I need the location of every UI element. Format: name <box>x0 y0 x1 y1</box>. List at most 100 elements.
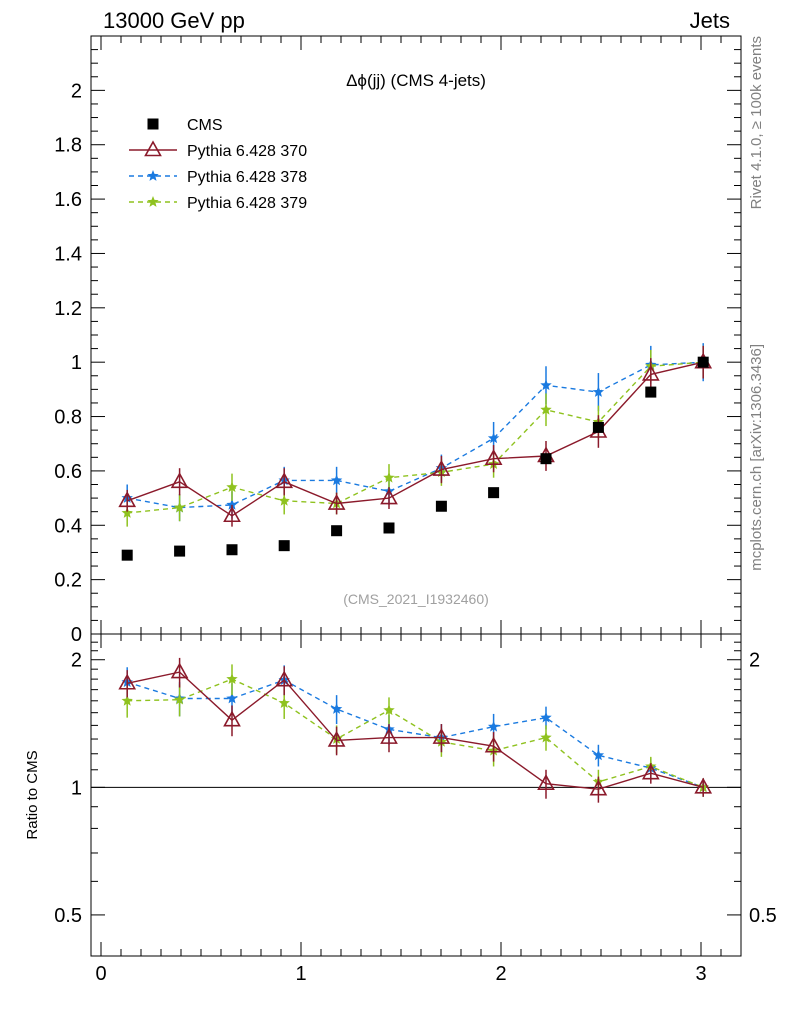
y-tick-label: 1.6 <box>54 189 82 211</box>
legend-marker <box>147 196 159 207</box>
ratio-point <box>330 703 343 714</box>
main-series <box>118 343 713 561</box>
y-tick-label: 1.8 <box>54 135 82 157</box>
y-tick-label: 1.2 <box>54 298 82 320</box>
ratio-point <box>121 694 133 706</box>
y-tick-label: 2 <box>71 80 82 102</box>
ratio-point <box>173 693 186 705</box>
energy-label: 13000 GeV pp <box>103 8 245 33</box>
data-point <box>327 493 346 510</box>
ratio-tick-label: 2 <box>71 650 82 672</box>
ratio-point <box>275 670 294 687</box>
series-line <box>126 361 704 517</box>
ratio-series-3 <box>121 664 709 797</box>
ratio-line <box>127 678 704 788</box>
legend-entry: Pythia 6.428 370 <box>129 140 307 160</box>
data-point <box>226 498 238 510</box>
series-2 <box>121 343 709 522</box>
data-point <box>278 494 290 506</box>
ratio-point <box>327 730 346 747</box>
ratio-point <box>170 662 189 679</box>
ratio-tick-label: 1 <box>71 777 82 799</box>
ratio-point <box>592 749 605 761</box>
data-point <box>226 481 238 493</box>
data-point <box>540 453 552 465</box>
data-point <box>383 471 395 483</box>
data-point <box>118 491 137 508</box>
mcplots-label: mcplots.cern.ch [arXiv:1306.3436] <box>748 344 765 571</box>
data-point <box>121 507 133 518</box>
series-3 <box>121 345 709 527</box>
data-point <box>540 403 552 415</box>
ratio-point <box>432 727 451 744</box>
y-tick-label: 1 <box>71 352 82 374</box>
y-tick-label: 0.6 <box>54 461 82 483</box>
data-point <box>488 487 500 499</box>
axes: 0 1 2 3 0 0.2 0.4 0.6 0.8 1 1.2 1.4 1.6 1.8 2 0.5 1 2 0.5 2 <box>54 36 777 985</box>
data-point <box>278 540 290 552</box>
data-point <box>173 501 186 513</box>
ratio-point <box>487 720 500 732</box>
data-point <box>174 545 186 557</box>
data-point <box>223 506 241 523</box>
ratio-series <box>118 657 713 803</box>
ratio-point <box>540 731 552 743</box>
data-point <box>645 386 657 398</box>
y-tick-label: 0.2 <box>54 570 82 592</box>
ratio-point <box>226 692 238 704</box>
legend-entry: Pythia 6.428 379 <box>129 195 307 212</box>
y-tick-label: 0 <box>71 624 82 646</box>
ratio-point <box>694 777 713 794</box>
plot-title: Δϕ(jj) (CMS 4-jets) <box>346 71 486 90</box>
legend-label: Pythia 6.428 379 <box>187 195 307 212</box>
ratio-point <box>226 673 238 684</box>
legend-entry: CMS <box>147 117 223 134</box>
ratio-tick-label: 0.5 <box>54 905 82 927</box>
ratio-point <box>589 779 608 796</box>
data-point <box>331 525 343 537</box>
data-point <box>540 379 552 391</box>
legend: CMS Pythia 6.428 370 Pythia 6.428 378 Pythi… <box>129 117 307 212</box>
y-tick-label: 1.4 <box>54 243 82 265</box>
data-point <box>121 549 133 561</box>
series-line <box>127 361 704 509</box>
ratio-point <box>540 711 552 723</box>
series-0 <box>121 356 709 561</box>
ratio-point <box>278 697 290 708</box>
ratio-tick-label-right: 2 <box>749 650 760 672</box>
y-tick-label: 0.8 <box>54 407 82 429</box>
ratio-point <box>537 774 555 790</box>
process-label: Jets <box>690 8 730 33</box>
ratio-point <box>641 763 660 780</box>
rivet-label: Rivet 4.1.0, ≥ 100k events <box>748 36 765 209</box>
ratio-tick-label-right: 0.5 <box>749 905 777 927</box>
ratio-point <box>223 710 241 727</box>
ratio-ylabel: Ratio to CMS <box>24 750 41 839</box>
data-point <box>330 474 343 486</box>
ratio-point <box>118 673 137 690</box>
data-point <box>592 421 604 433</box>
ratio-line <box>126 679 704 788</box>
y-tick-label: 0.4 <box>54 515 82 537</box>
x-tick-label: 0 <box>95 963 106 985</box>
analysis-label: (CMS_2021_I1932460) <box>343 591 489 607</box>
ratio-series-2 <box>121 665 709 797</box>
data-point <box>380 488 398 505</box>
data-point <box>484 449 503 465</box>
series-line <box>127 361 704 514</box>
data-point <box>697 356 709 368</box>
data-point <box>641 364 660 381</box>
data-point <box>487 432 500 444</box>
data-point <box>170 472 189 489</box>
data-point <box>226 544 238 556</box>
x-tick-label: 3 <box>695 963 706 985</box>
ratio-point <box>484 736 503 753</box>
x-tick-label: 1 <box>295 963 306 985</box>
legend-entry: Pythia 6.428 378 <box>129 169 307 186</box>
ratio-point <box>380 727 398 744</box>
ratio-frame <box>90 633 742 957</box>
legend-marker <box>147 118 159 130</box>
legend-marker <box>147 170 159 181</box>
data-point <box>275 472 294 489</box>
